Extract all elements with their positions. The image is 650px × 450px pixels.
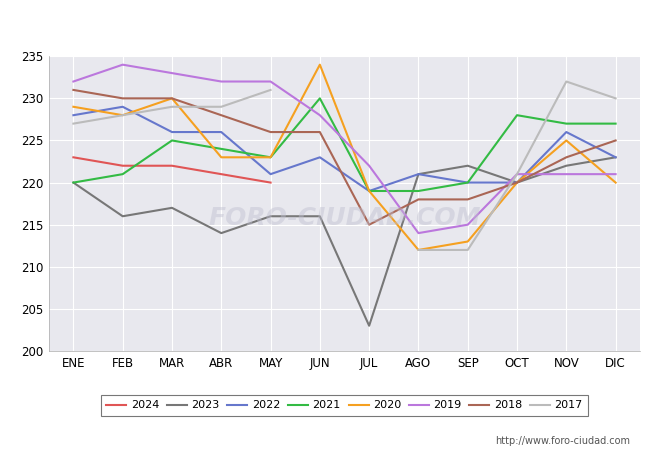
Text: FORO-CIUDAD.COM: FORO-CIUDAD.COM [208, 207, 481, 230]
Text: http://www.foro-ciudad.com: http://www.foro-ciudad.com [495, 436, 630, 446]
Legend: 2024, 2023, 2022, 2021, 2020, 2019, 2018, 2017: 2024, 2023, 2022, 2021, 2020, 2019, 2018… [101, 395, 588, 416]
Text: Afiliados en Sant Martí de Tous a 31/5/2024: Afiliados en Sant Martí de Tous a 31/5/2… [129, 17, 521, 35]
